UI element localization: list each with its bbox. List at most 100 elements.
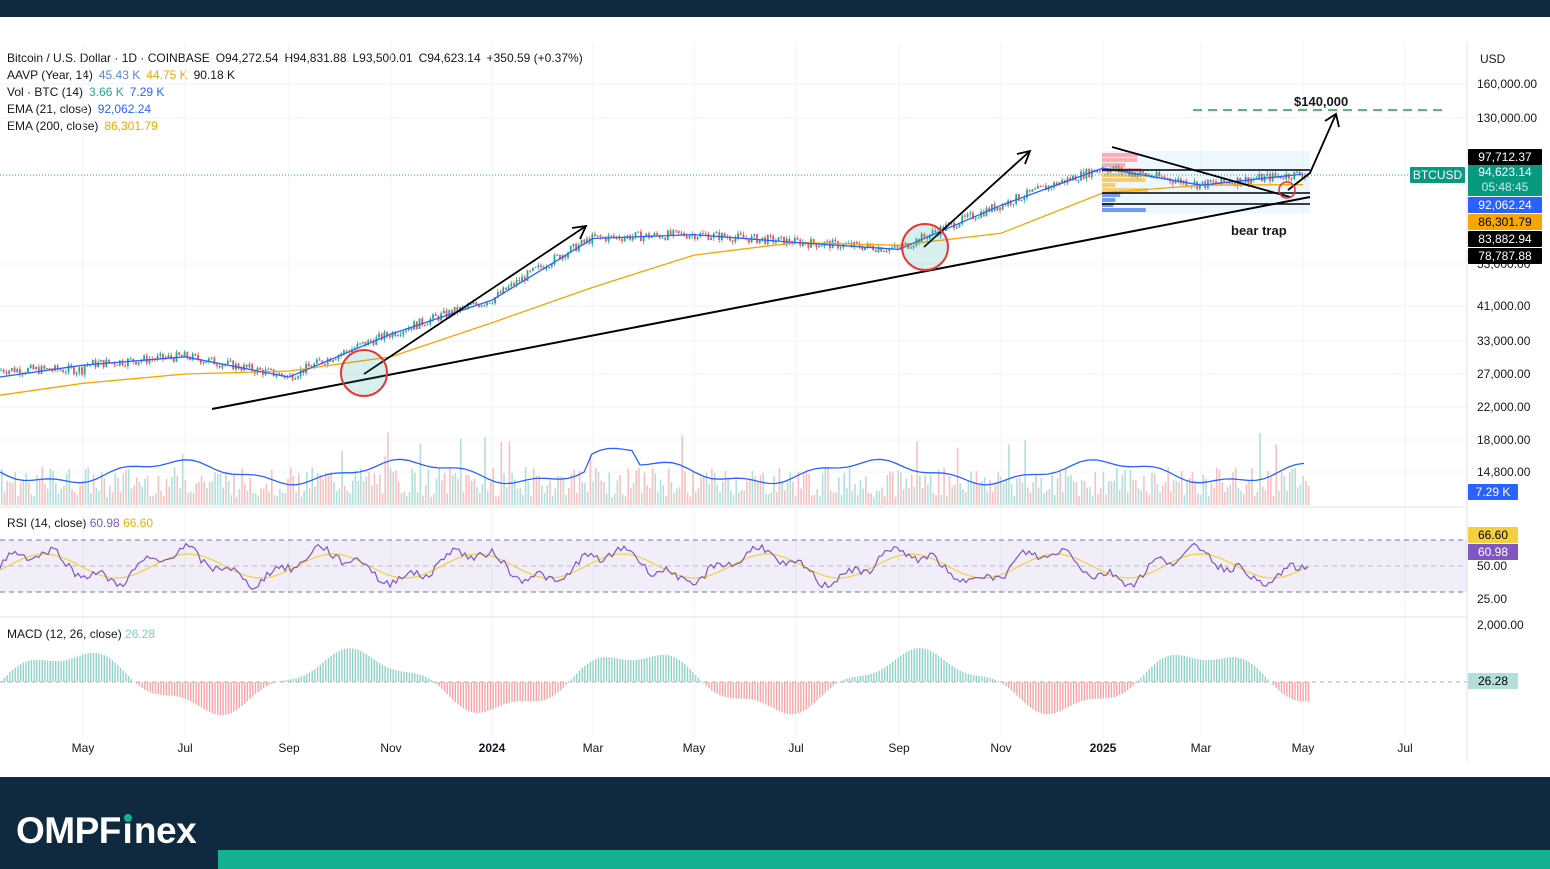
candle-body (32, 365, 35, 370)
macd-legend: MACD (12, 26, close) 26.28 (7, 627, 155, 641)
volume-bar (46, 488, 49, 505)
macd-bar (811, 682, 813, 706)
volume-bar (9, 482, 11, 505)
candle-body (826, 241, 829, 243)
macd-bar (157, 682, 159, 695)
macd-bar (703, 682, 705, 684)
volume-bar (1286, 490, 1288, 505)
candle-body (594, 234, 596, 237)
volume-bar (986, 491, 989, 505)
candle-body (610, 235, 613, 237)
macd-bar (198, 682, 200, 706)
candle-body (656, 233, 658, 236)
macd-bar (495, 682, 497, 708)
volume-bar (649, 488, 651, 505)
macd-bar (1040, 682, 1042, 714)
candle-body (1142, 171, 1144, 174)
candle-body (912, 245, 915, 248)
macd-bar (284, 680, 286, 682)
volume-bar (689, 496, 692, 505)
macd-bar (1229, 657, 1231, 682)
macd-bar (327, 658, 330, 682)
volume-bar (90, 493, 92, 505)
candle-body (367, 340, 370, 346)
candle-body (550, 264, 553, 267)
macd-bar (395, 670, 397, 682)
macd-bar (38, 659, 41, 682)
candle-body (1261, 174, 1263, 181)
macd-bar (613, 657, 616, 682)
macd-bar (727, 682, 729, 698)
price-chart[interactable]: $140,000 bear trap USD 160,000.00 130,000… (0, 17, 1550, 777)
macd-bar (757, 682, 759, 702)
top-bar (0, 0, 1550, 17)
volume-bar (595, 467, 597, 505)
candle-body (421, 318, 424, 325)
macd-bar (654, 655, 656, 682)
macd-bar (595, 659, 597, 682)
volume-bar (838, 477, 840, 505)
rsi-line (0, 542, 1309, 590)
volume-bar (279, 489, 281, 505)
volume-bar (1256, 492, 1259, 505)
trendline-support[interactable] (211, 196, 1311, 410)
price-tick: 22,000.00 (1477, 400, 1531, 414)
logo-dot (123, 814, 132, 822)
macd-bar (630, 660, 632, 682)
candle-body (756, 234, 758, 244)
volume-bar (527, 481, 530, 505)
volume-bar (117, 477, 119, 505)
volume-bar (719, 491, 721, 505)
candle-body (899, 247, 901, 249)
candle-body (802, 242, 804, 246)
macd-bar (1035, 682, 1037, 712)
candle-body (1045, 185, 1047, 191)
macd-bar (281, 680, 284, 682)
volume-bar (454, 473, 457, 505)
volume-bar (730, 490, 732, 505)
macd-bar (608, 657, 610, 682)
candle-body (856, 241, 858, 244)
volume-bar (1299, 484, 1302, 505)
aavp-v2: 44.75 K (146, 68, 188, 82)
candle-body (523, 276, 526, 281)
volume-bar (703, 476, 705, 505)
volume-bar (360, 468, 362, 505)
volume-bar (657, 491, 659, 505)
volume-bar (476, 487, 478, 505)
candle-body (874, 250, 877, 253)
price-tick: 160,000.00 (1477, 77, 1537, 91)
volume-bar (206, 488, 208, 505)
volume-bar (268, 491, 270, 505)
volume-bar (1027, 487, 1029, 505)
volume-bar (441, 480, 443, 505)
macd-bar (1216, 659, 1218, 682)
currency-label: USD (1480, 52, 1506, 66)
trendline-resistance[interactable] (1111, 146, 1291, 198)
macd-bar (956, 669, 959, 682)
macd-bar (362, 652, 365, 682)
candle-body (343, 350, 345, 354)
volume-bar (908, 487, 910, 505)
macd-bar (792, 682, 794, 715)
volume-bar (173, 467, 176, 505)
candle-body (294, 378, 297, 380)
candle-body (73, 367, 75, 375)
candle-body (1290, 178, 1293, 180)
macd-bar (379, 663, 381, 682)
candle-body (199, 359, 202, 364)
price-axis[interactable]: 160,000.00130,000.0053,000.0041,000.0033… (1477, 77, 1537, 632)
time-axis[interactable]: May Jul Sep Nov 2024 Mar May Jul Sep Nov 2025 Mar Ma… (72, 741, 1413, 755)
candle-body (1036, 185, 1039, 189)
macd-bar (843, 679, 845, 682)
rsi-v2: 66.60 (123, 516, 154, 530)
candle-body (661, 237, 664, 239)
volume-bar (681, 435, 683, 505)
volume-bar (964, 492, 967, 505)
volume-bar (1000, 476, 1002, 505)
candle-body (135, 361, 137, 365)
volume-bar (311, 467, 314, 505)
volume-bar (473, 478, 476, 505)
macd-bar (646, 657, 648, 682)
volume-bar (22, 479, 25, 505)
